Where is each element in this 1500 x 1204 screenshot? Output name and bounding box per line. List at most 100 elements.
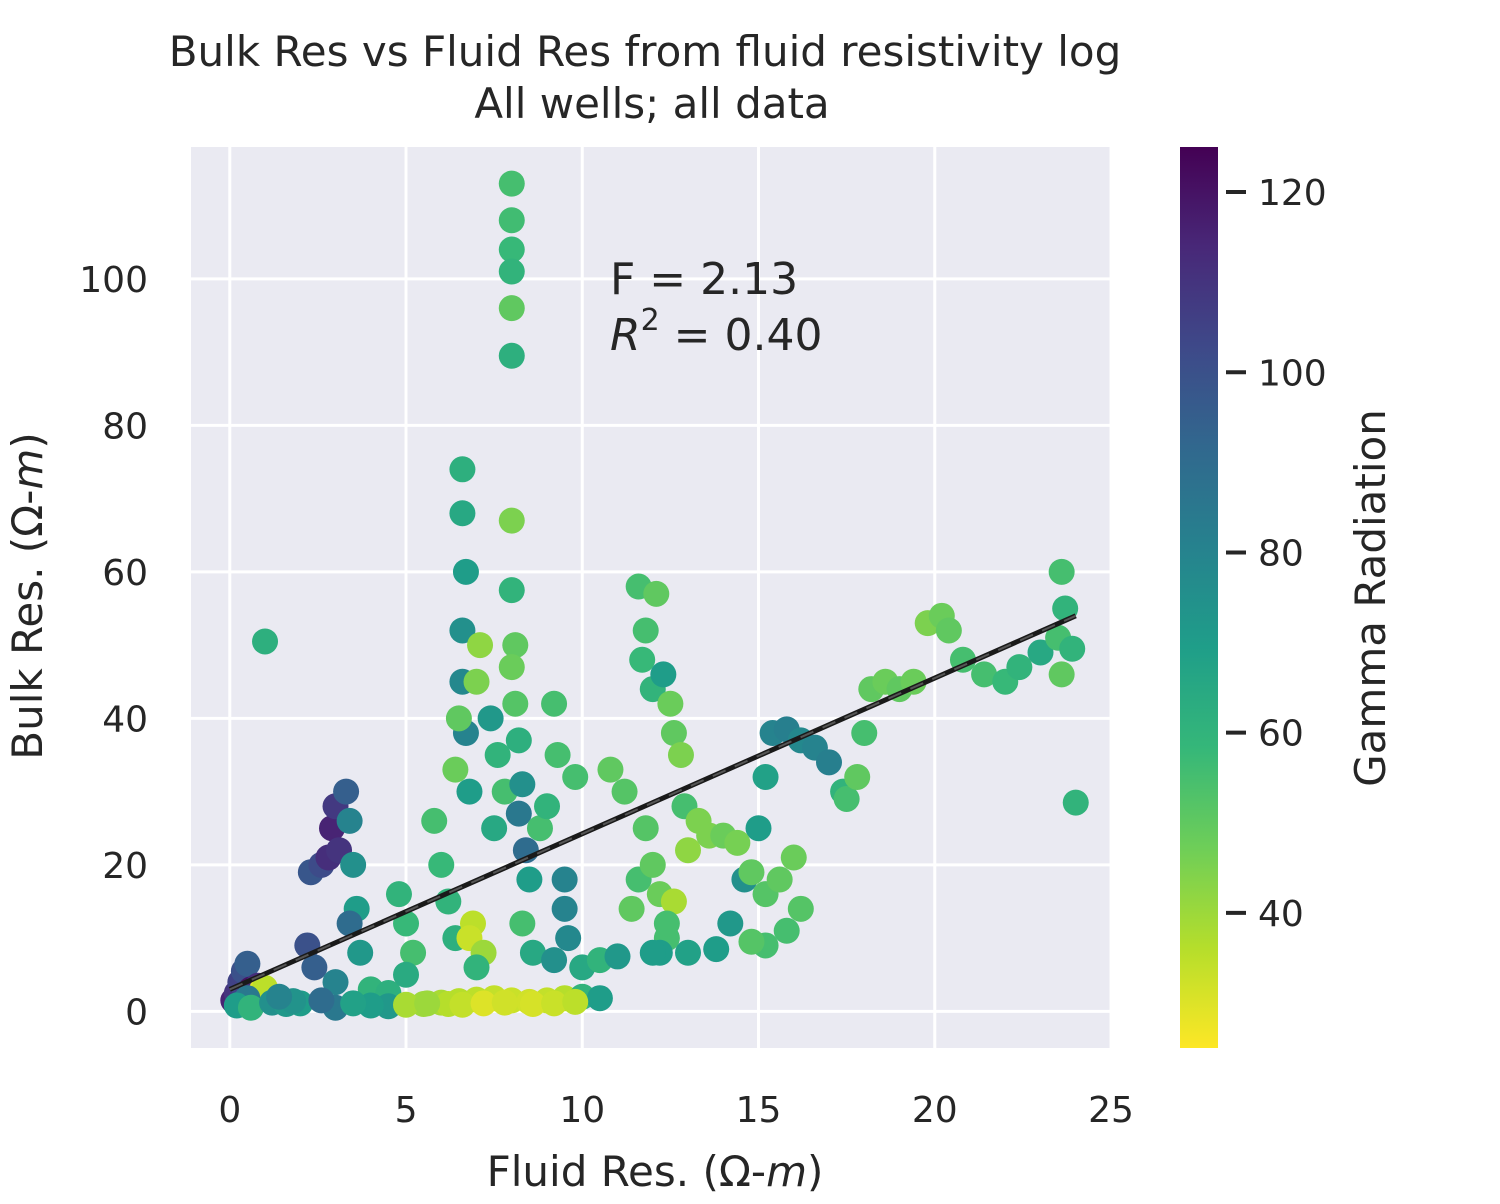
scatter-point <box>675 837 702 864</box>
y-tick-label: 0 <box>125 992 148 1033</box>
scatter-point <box>463 954 490 981</box>
scatter-point <box>414 990 441 1017</box>
x-tick-label: 15 <box>736 1090 782 1131</box>
scatter-point <box>502 632 529 659</box>
scatter-point <box>738 928 765 955</box>
colorbar-tick-label: 40 <box>1258 894 1304 935</box>
scatter-point <box>498 207 525 234</box>
colorbar-tick-label: 80 <box>1258 533 1304 574</box>
scatter-point <box>516 866 543 893</box>
scatter-point <box>498 577 525 604</box>
colorbar-tick-label: 60 <box>1258 714 1304 755</box>
scatter-point <box>611 778 638 805</box>
scatter-point <box>675 939 702 966</box>
colorbar-label: Gamma Radiation <box>1346 409 1395 787</box>
scatter-point <box>766 866 793 893</box>
scatter-point <box>541 990 568 1017</box>
scatter-point <box>650 661 677 688</box>
annotation-r2-exponent: 2 <box>641 303 660 338</box>
scatter-point <box>266 983 293 1010</box>
scatter-point <box>445 705 472 732</box>
chart-title: Bulk Res vs Fluid Res from fluid resisti… <box>169 27 1122 76</box>
scatter-point <box>498 295 525 322</box>
scatter-point <box>505 800 532 827</box>
scatter-point <box>491 989 518 1016</box>
scatter-point <box>555 925 582 952</box>
scatter-point <box>449 617 476 644</box>
scatter-point <box>336 807 363 834</box>
scatter-point <box>703 936 730 963</box>
colorbar-ticks: 40 60 80 100 120 <box>1226 173 1327 935</box>
fit-line-dashes <box>229 614 1077 991</box>
scatter-point <box>653 910 680 937</box>
scatter-point <box>340 851 367 878</box>
x-axis-label-italic: m <box>766 1147 807 1196</box>
scatter-point <box>322 969 349 996</box>
scatter-point <box>526 815 553 842</box>
scatter-point <box>484 741 511 768</box>
scatter-point <box>502 690 529 717</box>
y-axis-label: Bulk Res. (Ω-m) <box>3 432 52 759</box>
annotation-r2-value: = 0.40 <box>660 310 823 361</box>
x-axis-label-prefix: Fluid Res. (Ω- <box>487 1147 766 1196</box>
scatter-point <box>597 756 624 783</box>
scatter-point <box>544 741 571 768</box>
scatter-point <box>643 580 670 607</box>
scatter-point <box>340 990 367 1017</box>
scatter-point <box>1062 789 1089 816</box>
x-tick-label: 10 <box>559 1090 605 1131</box>
scatter-point <box>971 661 998 688</box>
scatter-point <box>421 807 448 834</box>
scatter-point <box>935 617 962 644</box>
scatter-point <box>717 910 744 937</box>
y-tick-label: 80 <box>102 406 148 447</box>
annotation-f: F = 2.13 <box>610 254 798 305</box>
scatter-point <box>449 456 476 483</box>
colorbar-tick-label: 100 <box>1258 353 1327 394</box>
scatter-point <box>393 961 420 988</box>
scatter-point <box>660 720 687 747</box>
scatter-point <box>449 500 476 527</box>
y-tick-label: 60 <box>102 553 148 594</box>
colorbar-tick-label: 120 <box>1258 173 1327 214</box>
y-axis-label-italic: m <box>3 449 52 490</box>
scatter-point <box>1059 635 1086 662</box>
scatter-point <box>400 939 427 966</box>
scatter-point <box>851 720 878 747</box>
x-tick-label: 25 <box>1088 1090 1134 1131</box>
scatter-point <box>470 990 497 1017</box>
scatter-point <box>452 558 479 585</box>
scatter-point <box>519 991 546 1018</box>
scatter-point <box>816 749 843 776</box>
scatter-point <box>738 859 765 886</box>
scatter-point <box>237 994 264 1021</box>
scatter-point <box>541 947 568 974</box>
scatter-point <box>428 851 455 878</box>
scatter-point <box>481 815 508 842</box>
scatter-point <box>509 910 536 937</box>
scatter-point <box>660 888 687 915</box>
scatter-point <box>632 617 659 644</box>
scatter-point <box>456 778 483 805</box>
scatter-point <box>1048 661 1075 688</box>
scatter-point <box>498 258 525 285</box>
x-axis-label: Fluid Res. (Ω-m) <box>487 1147 824 1196</box>
scatter-point <box>477 705 504 732</box>
y-axis-label-prefix: Bulk Res. (Ω- <box>3 490 52 760</box>
scatter-point <box>657 690 684 717</box>
chart-subtitle: All wells; all data <box>474 79 829 128</box>
scatter-point <box>467 632 494 659</box>
scatter-point <box>773 917 800 944</box>
scatter-point <box>844 763 871 790</box>
scatter-point <box>534 793 561 820</box>
scatter-point <box>498 654 525 681</box>
scatter-point <box>562 988 589 1015</box>
scatter-point <box>1027 639 1054 666</box>
scatter-point <box>551 866 578 893</box>
y-tick-label: 100 <box>79 260 148 301</box>
colorbar <box>1180 147 1218 1048</box>
scatter-point <box>745 815 772 842</box>
scatter-point <box>519 939 546 966</box>
